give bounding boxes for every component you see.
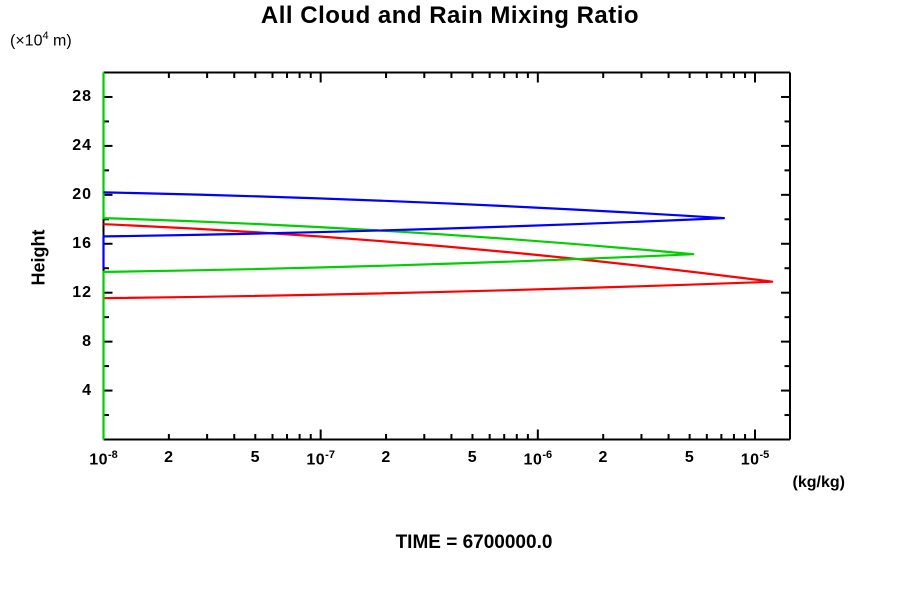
x-tick-label: 10-6 <box>523 449 553 469</box>
y-tick-label: 28 <box>72 87 92 105</box>
x-tick-label: 10-7 <box>306 449 335 469</box>
chart-title: All Cloud and Rain Mixing Ratio <box>260 2 640 29</box>
x-tick-label: 2 <box>381 449 391 466</box>
x-axis-units: (kg/kg) <box>792 474 845 491</box>
x-tick-label: 10-8 <box>89 449 118 469</box>
x-tick-label: 2 <box>164 449 174 466</box>
y-axis-units-suffix: m) <box>48 32 72 50</box>
y-tick-label: 8 <box>82 332 92 350</box>
y-tick-label: 4 <box>82 381 92 399</box>
x-tick-label: 5 <box>467 449 478 466</box>
y-tick-label: 16 <box>72 234 92 252</box>
y-axis-units: (×104 m) <box>10 30 72 50</box>
y-tick-label: 12 <box>72 283 92 301</box>
x-tick-label: 10-5 <box>740 449 770 469</box>
time-annotation: TIME = 6700000.0 <box>395 532 553 553</box>
y-axis-units-prefix: (×10 <box>10 32 43 50</box>
green-profile <box>102 72 695 440</box>
y-tick-label: 20 <box>72 185 92 203</box>
x-tick-label: 5 <box>250 449 260 466</box>
blue-profile <box>102 191 726 269</box>
y-axis-units-exponent: 4 <box>42 30 49 42</box>
y-tick-label: 24 <box>72 136 92 154</box>
x-tick-label: 2 <box>598 449 608 466</box>
red-profile <box>103 223 774 300</box>
x-tick-label: 5 <box>684 449 695 466</box>
